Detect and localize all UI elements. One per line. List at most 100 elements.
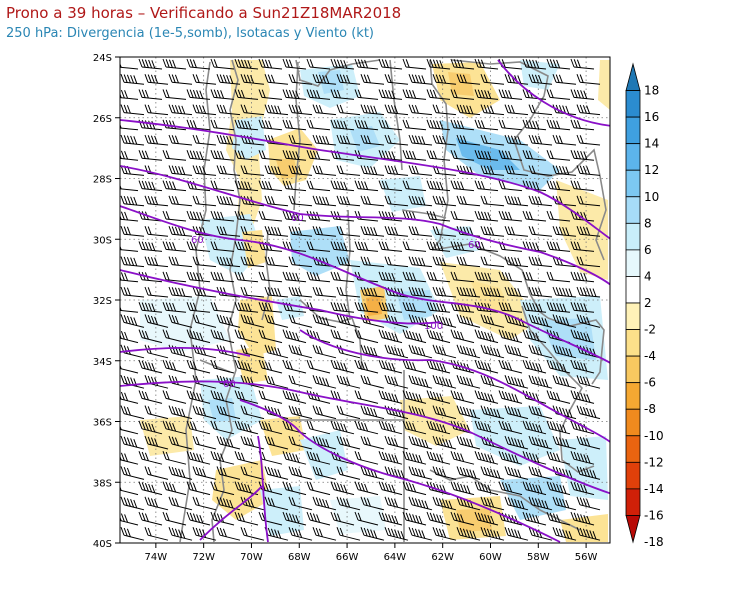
wind-barb	[456, 314, 481, 328]
wind-barb	[192, 104, 217, 116]
wind-barb	[546, 210, 571, 222]
wind-barb	[330, 119, 355, 131]
wind-barb	[168, 405, 193, 420]
wind-barb	[120, 466, 145, 480]
wind-barb	[528, 256, 553, 268]
wind-barb	[258, 180, 283, 192]
wind-barb	[120, 62, 139, 70]
wind-barb	[546, 150, 571, 161]
divergence-patch	[470, 406, 560, 466]
wind-barb	[282, 119, 307, 131]
wind-barb	[552, 496, 577, 511]
isotach-line	[120, 347, 251, 357]
lat-tick-label: 40S	[93, 539, 112, 550]
isotach-label: 100	[424, 321, 443, 332]
wind-barb	[504, 496, 529, 511]
wind-barb	[450, 329, 475, 344]
divergence-patch	[290, 226, 350, 276]
wind-barb	[480, 466, 505, 480]
wind-barb	[120, 424, 139, 435]
wind-barb	[192, 165, 217, 176]
wind-barb	[474, 390, 499, 404]
wind-barb	[288, 496, 313, 511]
wind-barb	[426, 271, 451, 283]
wind-barb	[426, 511, 451, 526]
wind-barb	[138, 420, 163, 435]
wind-barb	[162, 390, 187, 404]
wind-barb	[450, 150, 475, 161]
wind-barb	[354, 89, 379, 100]
colorbar-label: 6	[644, 243, 652, 257]
wind-barb	[210, 359, 235, 374]
wind-barb	[282, 180, 307, 192]
wind-barb	[216, 405, 241, 420]
wind-barb	[504, 226, 529, 237]
wind-barb	[264, 466, 289, 480]
wind-barb	[504, 104, 529, 116]
wind-barb	[138, 180, 163, 192]
wind-barb	[138, 241, 163, 252]
wind-barb	[162, 180, 187, 192]
divergence-patch	[560, 514, 608, 542]
wind-barb	[570, 150, 595, 161]
wind-barb	[306, 481, 331, 496]
wind-barb	[480, 134, 505, 146]
wind-barb	[144, 226, 169, 237]
wind-barb	[480, 375, 505, 389]
wind-barb	[378, 511, 403, 526]
colorbar-segment	[625, 515, 641, 544]
wind-barb	[120, 391, 139, 404]
wind-barb	[210, 58, 235, 70]
wind-barb	[504, 375, 529, 389]
wind-barb	[360, 104, 385, 116]
colorbar-label: 10	[644, 190, 659, 204]
wind-barb	[288, 405, 313, 420]
wind-barb	[336, 435, 361, 450]
wind-barb	[450, 180, 475, 192]
wind-barb	[378, 390, 403, 404]
wind-barb	[528, 104, 553, 116]
wind-barb	[144, 256, 169, 268]
wind-barb	[408, 104, 433, 116]
wind-barb	[330, 180, 355, 192]
wind-barb	[264, 74, 289, 85]
province-border	[389, 59, 403, 171]
wind-barb	[312, 165, 337, 176]
wind-barb	[552, 165, 577, 176]
wind-barb	[186, 271, 211, 283]
wind-barb	[552, 435, 577, 450]
isotach-line	[199, 485, 263, 541]
wind-barb	[306, 511, 331, 526]
lat-tick-label: 28S	[93, 175, 112, 186]
wind-barb	[354, 481, 379, 496]
wind-barb	[120, 104, 145, 116]
wind-barb	[282, 390, 307, 404]
colorbar-label: 8	[644, 216, 652, 230]
colorbar-segment	[625, 382, 641, 410]
wind-barb	[528, 195, 553, 207]
wind-barb	[354, 150, 379, 161]
wind-barb	[402, 420, 427, 435]
wind-barb	[360, 375, 385, 389]
wind-barb	[552, 195, 577, 207]
wind-barb	[546, 271, 571, 283]
wind-barb	[210, 119, 235, 131]
wind-barb	[264, 256, 289, 268]
wind-barb	[528, 496, 553, 511]
wind-barb	[288, 466, 313, 480]
wind-barb	[120, 286, 145, 298]
wind-barb	[168, 165, 193, 176]
wind-barb	[426, 119, 451, 131]
wind-barb	[408, 375, 433, 389]
colorbar-segment	[625, 116, 641, 145]
wind-barb	[474, 241, 499, 252]
wind-barb	[456, 344, 481, 359]
wind-barb	[360, 286, 385, 298]
wind-barb	[474, 511, 499, 526]
divergence-patch	[300, 430, 348, 480]
lon-tick-label: 72W	[192, 552, 215, 563]
wind-barb	[234, 359, 259, 374]
wind-barb	[480, 256, 505, 268]
wind-barb	[216, 165, 241, 176]
wind-barb	[378, 58, 403, 70]
